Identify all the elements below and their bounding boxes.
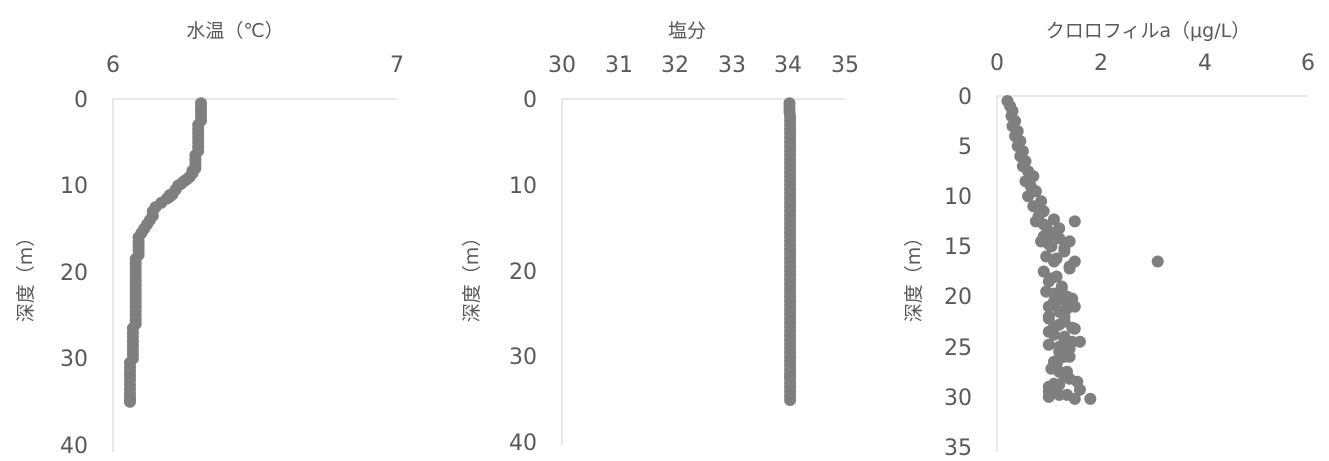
data-point — [1045, 272, 1058, 285]
y-tick-labels: 0 10 20 30 40 — [509, 88, 537, 456]
y-tick-label: 10 — [509, 174, 537, 199]
y-tick-label: 40 — [509, 431, 537, 456]
x-tick-label: 2 — [1094, 51, 1108, 76]
y-tick-label: 10 — [944, 185, 972, 210]
y-tick-label: 0 — [958, 85, 972, 110]
data-point — [1068, 215, 1081, 228]
data-point — [1053, 222, 1066, 235]
x-tick-label: 0 — [990, 51, 1004, 76]
data-point — [1042, 310, 1055, 323]
data-point — [1073, 335, 1086, 348]
y-tick-label: 20 — [944, 285, 972, 310]
x-tick-label: 7 — [390, 53, 404, 78]
y-tick-label: 15 — [944, 235, 972, 260]
data-point — [1053, 365, 1066, 378]
y-axis-label: 深度（m） — [15, 228, 37, 323]
data-point — [1027, 200, 1040, 213]
y-tick-label: 0 — [523, 88, 537, 113]
y-tick-label: 5 — [958, 135, 972, 160]
x-tick-label: 31 — [605, 53, 633, 78]
data-point — [1084, 392, 1097, 405]
y-tick-label: 0 — [74, 88, 88, 113]
y-tick-label: 40 — [60, 434, 88, 459]
salinity-panel: 塩分 深度（m） 30 31 32 33 34 35 0 10 20 30 40 — [461, 20, 859, 456]
x-tick-labels: 6 7 — [106, 53, 404, 78]
x-tick-label: 6 — [1301, 51, 1315, 76]
x-tick-label: 33 — [718, 53, 746, 78]
salinity-points — [783, 97, 797, 406]
chart-title: クロロフィルa（μg/L） — [1046, 20, 1250, 42]
temperature-points — [124, 97, 207, 408]
x-tick-label: 34 — [774, 53, 802, 78]
y-tick-labels: 0 10 20 30 40 — [60, 88, 88, 459]
y-tick-label: 30 — [944, 386, 972, 411]
data-point — [1042, 338, 1055, 351]
data-point — [1066, 321, 1079, 334]
data-point — [1058, 350, 1071, 363]
data-point — [1063, 235, 1076, 248]
data-point — [1042, 238, 1055, 251]
data-point — [1151, 255, 1164, 268]
y-axis-label: 深度（m） — [461, 228, 483, 323]
x-tick-label: 30 — [548, 53, 576, 78]
data-point — [1048, 287, 1060, 300]
data-point — [784, 394, 797, 406]
temperature-panel: 水温（℃） 深度（m） 6 7 0 10 20 30 40 — [15, 20, 404, 459]
chlorophyll-panel: クロロフィルa（μg/L） 深度（m） 0 2 4 6 0 5 10 15 20… — [903, 20, 1315, 461]
chart-title: 塩分 — [668, 20, 706, 42]
x-tick-label: 32 — [661, 53, 689, 78]
y-tick-label: 30 — [509, 345, 537, 370]
x-tick-labels: 0 2 4 6 — [990, 51, 1315, 76]
data-point — [1053, 305, 1066, 318]
data-point — [1037, 218, 1050, 231]
y-axis-label: 深度（m） — [903, 228, 925, 323]
data-point — [1037, 265, 1050, 278]
data-point — [1053, 340, 1066, 353]
x-tick-label: 35 — [831, 53, 859, 78]
data-point — [1073, 383, 1086, 396]
data-point — [1048, 320, 1060, 333]
chlorophyll-points — [1001, 95, 1164, 405]
data-point — [1063, 299, 1076, 312]
data-point — [1022, 190, 1035, 203]
y-tick-label: 20 — [60, 261, 88, 286]
data-point — [124, 395, 136, 408]
data-point — [1050, 252, 1063, 265]
data-point — [1068, 392, 1081, 405]
x-tick-labels: 30 31 32 33 34 35 — [548, 53, 859, 78]
y-tick-label: 10 — [60, 174, 88, 199]
y-tick-label: 20 — [509, 260, 537, 285]
y-tick-label: 30 — [60, 347, 88, 372]
data-point — [1048, 213, 1060, 226]
x-tick-label: 4 — [1198, 51, 1212, 76]
data-point — [1063, 262, 1076, 275]
y-tick-labels: 0 5 10 15 20 25 30 35 — [944, 85, 972, 461]
data-point — [1048, 377, 1060, 390]
data-point — [1053, 388, 1066, 401]
y-tick-label: 35 — [944, 436, 972, 461]
x-tick-label: 6 — [106, 53, 120, 78]
data-point — [1058, 330, 1071, 343]
y-tick-label: 25 — [944, 336, 972, 361]
chart-title: 水温（℃） — [186, 20, 283, 42]
